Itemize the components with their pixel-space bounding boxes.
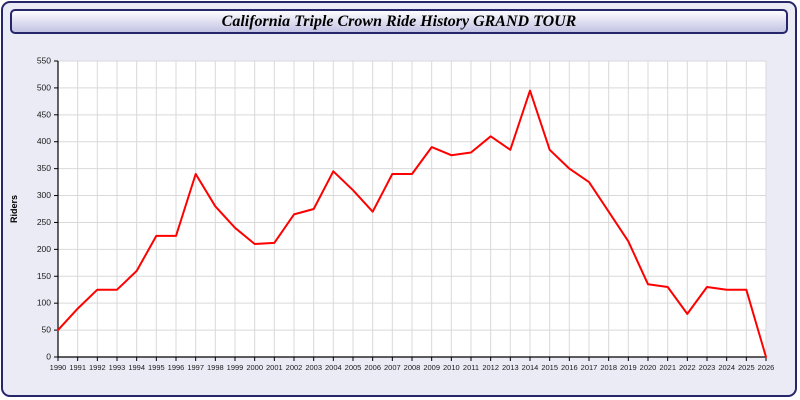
x-tick-label: 2004 xyxy=(325,363,342,372)
y-tick-label: 200 xyxy=(37,244,51,254)
y-tick-label: 250 xyxy=(37,217,51,227)
x-tick-label: 2011 xyxy=(463,363,479,372)
x-tick-label: 2012 xyxy=(482,363,499,372)
x-tick-label: 2026 xyxy=(758,363,775,372)
x-tick-label: 2002 xyxy=(286,363,303,372)
y-tick-label: 500 xyxy=(37,82,51,92)
x-tick-label: 2023 xyxy=(699,363,716,372)
x-tick-label: 2019 xyxy=(620,363,637,372)
x-tick-label: 2006 xyxy=(364,363,381,372)
y-tick-label: 150 xyxy=(37,271,51,281)
x-tick-label: 1991 xyxy=(69,363,86,372)
x-tick-label: 2016 xyxy=(561,363,578,372)
x-tick-label: 1999 xyxy=(227,363,244,372)
x-tick-label: 1996 xyxy=(168,363,185,372)
x-tick-label: 2008 xyxy=(404,363,421,372)
y-tick-label: 300 xyxy=(37,190,51,200)
series-line-riders xyxy=(57,89,767,358)
x-tick-label: 2001 xyxy=(266,363,283,372)
x-tick-label: 2003 xyxy=(305,363,322,372)
x-tick-label: 1990 xyxy=(50,363,67,372)
x-tick-label: 2022 xyxy=(679,363,696,372)
x-tick-label: 2010 xyxy=(443,363,460,372)
x-tick-label: 2014 xyxy=(522,363,539,372)
x-tick-label: 1994 xyxy=(128,363,145,372)
x-tick-label: 2025 xyxy=(738,363,755,372)
y-tick-label: 450 xyxy=(37,109,51,119)
x-tick-label: 2007 xyxy=(384,363,401,372)
x-tick-label: 2017 xyxy=(581,363,598,372)
x-tick-label: 2013 xyxy=(502,363,519,372)
x-tick-label: 2021 xyxy=(659,363,676,372)
x-tick-label: 1995 xyxy=(148,363,165,372)
y-axis-label: Riders xyxy=(9,195,19,223)
y-tick-label: 550 xyxy=(37,56,51,66)
y-tick-label: 0 xyxy=(46,352,51,362)
x-tick-label: 1992 xyxy=(89,363,106,372)
x-tick-label: 2020 xyxy=(640,363,657,372)
x-tick-label: 2000 xyxy=(246,363,263,372)
x-tick-label: 1997 xyxy=(187,363,204,372)
x-tick-label: 1998 xyxy=(207,363,224,372)
x-tick-label: 2018 xyxy=(600,363,617,372)
chart-title: California Triple Crown Ride History GRA… xyxy=(10,9,788,34)
x-tick-label: 1993 xyxy=(109,363,126,372)
y-tick-label: 50 xyxy=(42,325,52,335)
x-tick-label: 2005 xyxy=(345,363,362,372)
y-tick-label: 350 xyxy=(37,163,51,173)
x-tick-label: 2015 xyxy=(541,363,558,372)
x-tick-label: 2024 xyxy=(718,363,735,372)
y-tick-label: 400 xyxy=(37,136,51,146)
x-tick-label: 2009 xyxy=(423,363,440,372)
y-tick-label: 100 xyxy=(37,298,51,308)
